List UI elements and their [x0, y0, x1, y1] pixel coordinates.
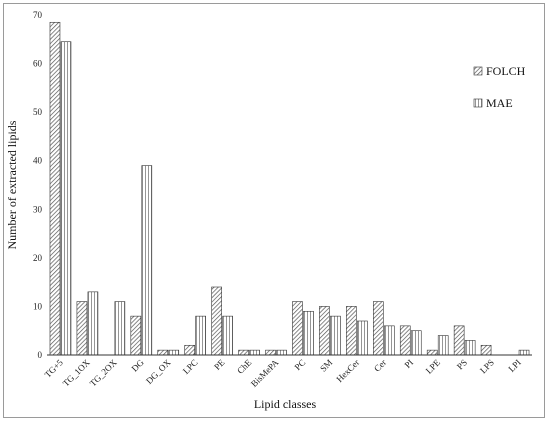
bar-mae-lpe [437, 335, 449, 356]
bar-mae-pe [222, 315, 233, 356]
x-tick-label: LPI [506, 357, 523, 374]
bar-folch-pi [399, 325, 411, 356]
bar-mae-pc [303, 310, 314, 356]
bar-folch-lpc [184, 344, 195, 356]
x-tick-label: Cer [372, 357, 388, 373]
x-tick-label: BisMePA [249, 357, 281, 389]
bar-folch-lpe [426, 349, 438, 356]
x-tick-label: PE [212, 357, 227, 372]
bar-folch-lps [480, 344, 492, 356]
legend-label-mae: MAE [486, 96, 513, 110]
y-tick-label: 20 [33, 253, 43, 263]
x-tick-label: TG_2OX [88, 357, 119, 388]
y-tick-label: 0 [38, 350, 43, 360]
x-tick-label: ChE [235, 357, 254, 376]
bars [49, 21, 530, 356]
bar-folch-ps [453, 325, 465, 356]
bar-folch-bismepa [265, 349, 276, 356]
x-tick-label: TG_1OX [61, 357, 92, 388]
legend-label-folch: FOLCH [486, 64, 526, 78]
x-tick-label: LPS [478, 357, 496, 375]
y-tick-label: 40 [33, 156, 43, 166]
bar-folch-cer [373, 301, 384, 356]
x-tick-label: HexCer [334, 357, 361, 384]
y-tick-label: 50 [33, 107, 43, 117]
bar-folch-tg+5 [49, 21, 61, 356]
x-tick-label: PC [293, 357, 308, 372]
y-tick-label: 10 [33, 301, 43, 311]
bar-mae-cer [384, 325, 395, 356]
bar-mae-dg [141, 165, 153, 356]
bar-mae-dg_ox [168, 349, 180, 356]
x-tick-label: DG_OX [144, 357, 173, 386]
x-tick-label: PI [402, 357, 415, 370]
x-axis-title: Lipid classes [254, 397, 317, 411]
bar-mae-tg_1ox [87, 291, 99, 356]
bar-folch-pc [292, 301, 303, 356]
bar-folch-pe [211, 286, 222, 356]
bar-mae-lpc [195, 315, 206, 356]
x-tick-label: LPE [424, 357, 443, 376]
x-tick-label: LPC [181, 357, 200, 376]
bar-folch-hexcer [346, 306, 357, 356]
bar-folch-sm [319, 306, 330, 356]
bar-mae-tg_2ox [114, 301, 126, 356]
y-tick-label: 70 [33, 10, 43, 20]
bar-folch-dg_ox [157, 349, 169, 356]
bar-folch-tg_1ox [76, 301, 88, 356]
bar-mae-pi [410, 330, 422, 356]
x-tick-label: SM [318, 357, 334, 373]
legend-swatch-folch [473, 66, 483, 76]
x-tick-label: TG+5 [43, 357, 66, 380]
bar-mae-lpi [518, 349, 530, 356]
bar-folch-che [238, 349, 249, 356]
bar-mae-ps [464, 340, 476, 356]
y-axis-ticks: 0 10 20 30 40 50 60 70 [33, 10, 43, 360]
bar-mae-tg+5 [60, 41, 72, 356]
x-tick-label: DG [129, 357, 146, 374]
x-tick-label: PS [455, 357, 469, 371]
legend: FOLCH MAE [473, 64, 526, 110]
bar-mae-che [249, 349, 260, 356]
bar-mae-bismepa [276, 349, 287, 356]
y-axis-title: Number of extracted lipids [5, 120, 19, 249]
bar-mae-hexcer [357, 320, 368, 356]
bar-folch-dg [130, 315, 142, 356]
bar-mae-sm [330, 315, 341, 356]
y-tick-label: 30 [33, 204, 43, 214]
legend-swatch-mae [473, 98, 483, 108]
y-tick-label: 60 [33, 59, 43, 69]
